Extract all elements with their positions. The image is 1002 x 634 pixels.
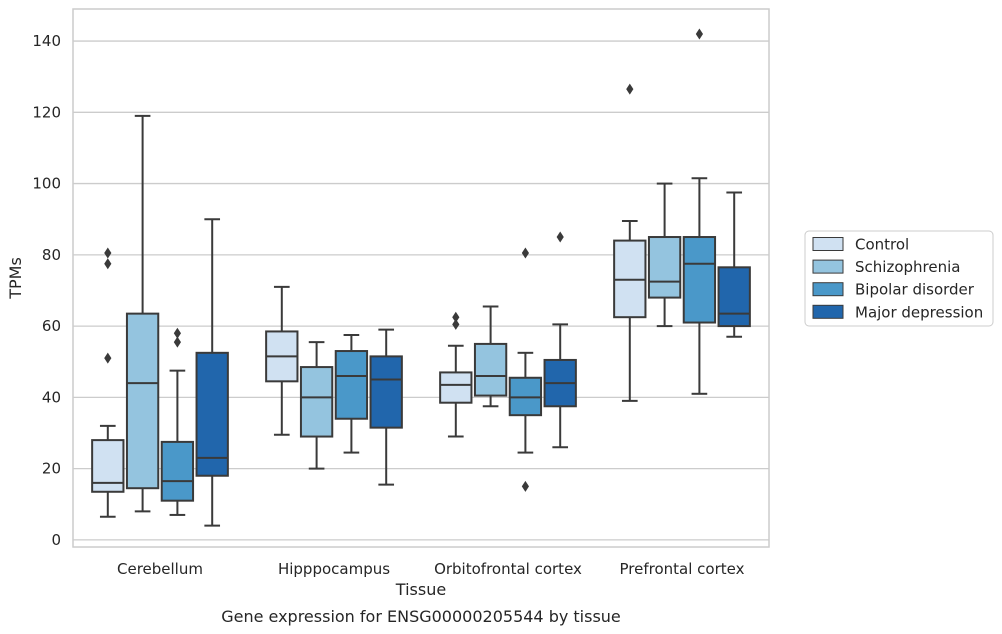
y-tick-label-60: 60 [42, 317, 61, 335]
y-tick-labels: 0 20 40 60 80 100 120 140 [32, 32, 61, 549]
box-iqr [682, 236, 717, 324]
box-iqr [473, 342, 508, 397]
box-4-2 [647, 182, 682, 328]
legend-label-2: Schizophrenia [855, 258, 960, 276]
legend-label-3: Bipolar disorder [855, 281, 975, 299]
outlier-point [521, 480, 529, 492]
box-3-3 [508, 247, 543, 492]
box-1-1 [91, 247, 125, 518]
x-tick-labels: Cerebellum Hipppocampus Orbitofrontal cort… [117, 560, 745, 578]
box-iqr [647, 236, 682, 299]
box-2-4 [369, 328, 403, 486]
y-tick-label-0: 0 [51, 531, 61, 549]
box-2-2 [299, 341, 334, 470]
box-iqr [717, 266, 751, 328]
boxes [91, 28, 751, 527]
outlier-point [173, 327, 181, 339]
x-axis-label: Tissue [395, 580, 446, 599]
y-tick-label-100: 100 [32, 175, 61, 193]
outlier-point [104, 247, 112, 259]
box-3-4 [543, 231, 577, 449]
box-3-2 [473, 305, 508, 408]
legend-label-1: Control [855, 236, 909, 254]
outlier-point [521, 247, 529, 259]
box-2-1 [265, 285, 299, 436]
legend-label-4: Major depression [855, 303, 983, 321]
legend-swatch-1 [812, 237, 844, 251]
box-iqr [195, 351, 229, 477]
y-tick-label-80: 80 [42, 246, 61, 264]
box-iqr [439, 371, 473, 404]
x-tick-label-3: Orbitofrontal cortex [434, 560, 582, 578]
outlier-point [104, 352, 112, 364]
outlier-point [452, 318, 460, 330]
box-iqr [160, 440, 195, 502]
y-axis-label: TPMs [6, 257, 25, 300]
legend: Control Schizophrenia Bipolar disorder Majo… [804, 230, 994, 327]
y-tick-label-120: 120 [32, 103, 61, 121]
box-iqr [369, 355, 403, 429]
box-4-4 [717, 191, 751, 338]
box-4-1 [613, 83, 647, 402]
outlier-point [173, 336, 181, 348]
x-tick-label-4: Prefrontal cortex [620, 560, 745, 578]
chart-title: Gene expression for ENSG00000205544 by t… [221, 607, 621, 626]
box-4-3 [682, 28, 717, 395]
box-iqr [299, 366, 334, 438]
legend-swatch-3 [812, 282, 844, 297]
y-tick-label-40: 40 [42, 388, 61, 406]
box-iqr [91, 439, 125, 493]
box-iqr [334, 350, 369, 420]
y-tick-label-20: 20 [42, 460, 61, 478]
legend-entries: Control Schizophrenia Bipolar disorder Majo… [812, 236, 983, 321]
box-iqr [125, 312, 160, 490]
box-3-1 [439, 311, 473, 438]
x-tick-label-2: Hipppocampus [278, 560, 390, 578]
legend-swatch-2 [812, 259, 844, 274]
box-1-4 [195, 218, 229, 527]
outlier-point [695, 28, 703, 40]
outlier-point [452, 311, 460, 323]
box-1-2 [125, 114, 160, 513]
outlier-point [556, 231, 564, 243]
outlier-point [104, 258, 112, 270]
legend-frame [804, 230, 994, 327]
y-tick-label-140: 140 [32, 32, 61, 50]
box-1-3 [160, 327, 195, 516]
outlier-point [626, 83, 634, 95]
box-2-3 [334, 334, 369, 454]
legend-swatch-4 [812, 304, 844, 319]
x-tick-label-1: Cerebellum [117, 560, 203, 578]
